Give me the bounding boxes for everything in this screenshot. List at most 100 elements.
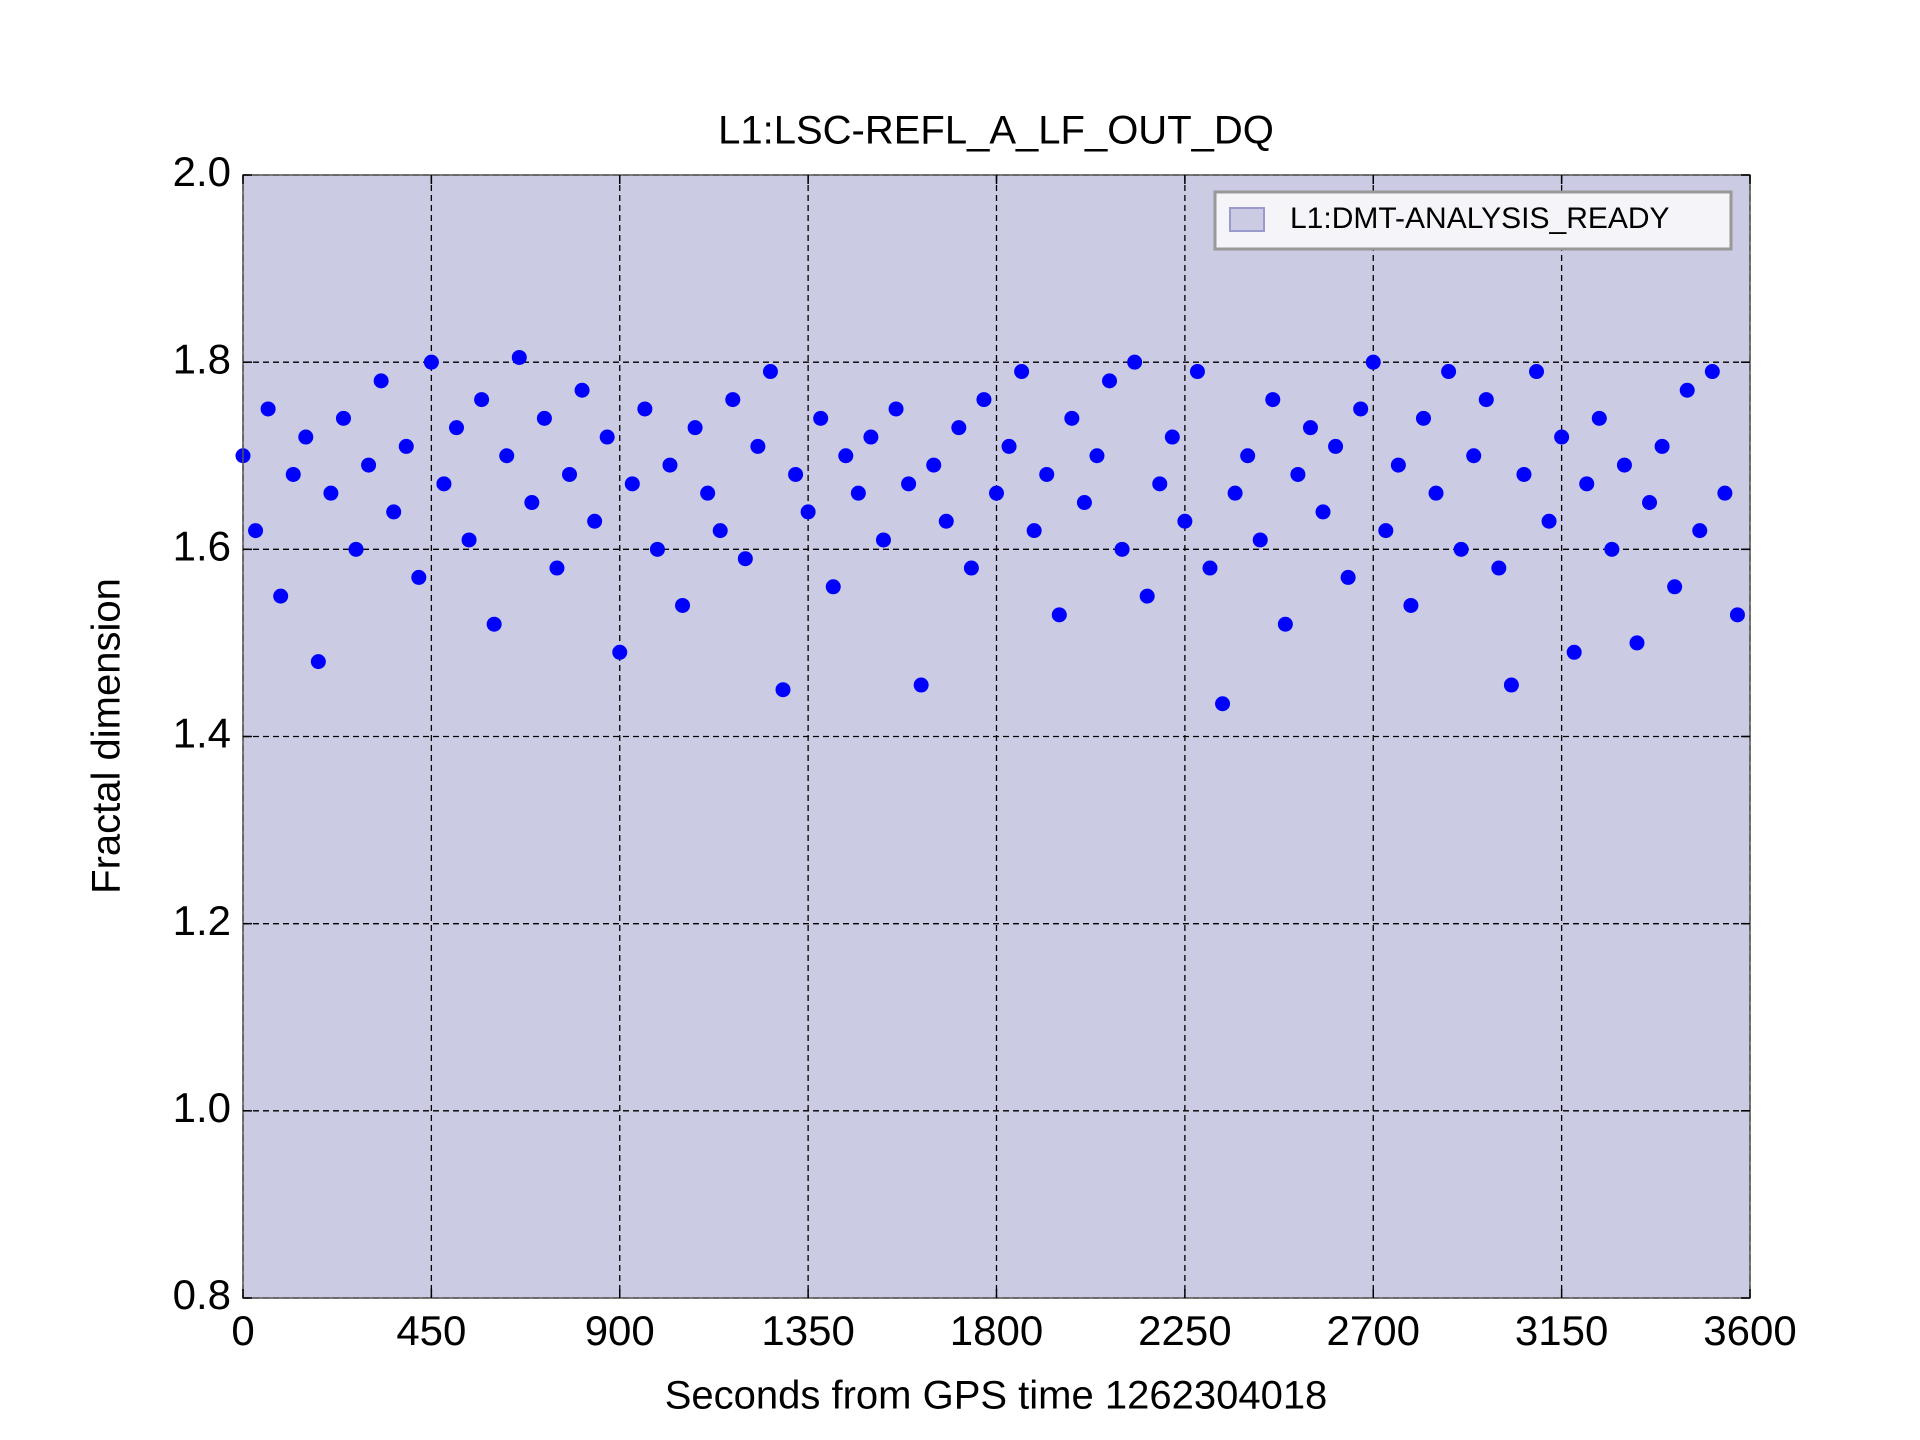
data-point <box>1353 401 1369 417</box>
data-point <box>1679 382 1695 398</box>
data-point <box>1365 354 1381 370</box>
data-point <box>1039 466 1055 482</box>
data-point <box>1478 392 1494 408</box>
data-point <box>901 476 917 492</box>
data-point <box>1177 513 1193 529</box>
y-tick-label: 0.8 <box>173 1271 231 1318</box>
data-point <box>574 382 590 398</box>
data-point <box>398 438 414 454</box>
data-point <box>260 401 276 417</box>
data-point <box>1453 541 1469 557</box>
data-point <box>838 448 854 464</box>
data-point <box>1215 696 1231 712</box>
data-point <box>1591 410 1607 426</box>
data-point <box>913 677 929 693</box>
data-point <box>599 429 615 445</box>
data-point <box>1616 457 1632 473</box>
data-point <box>562 466 578 482</box>
data-point <box>1516 466 1532 482</box>
x-tick-label: 2700 <box>1327 1307 1420 1354</box>
y-tick-label: 1.8 <box>173 335 231 382</box>
data-point <box>612 644 628 660</box>
data-point <box>951 420 967 436</box>
data-point <box>1302 420 1318 436</box>
data-point <box>863 429 879 445</box>
data-point <box>386 504 402 520</box>
data-point <box>788 466 804 482</box>
data-point <box>273 588 289 604</box>
data-point <box>1390 457 1406 473</box>
chart-title: L1:LSC-REFL_A_LF_OUT_DQ <box>718 109 1274 153</box>
x-tick-label: 1800 <box>950 1307 1043 1354</box>
data-point <box>1001 438 1017 454</box>
data-point <box>1629 635 1645 651</box>
data-point <box>1290 466 1306 482</box>
data-point <box>976 392 992 408</box>
data-point <box>1466 448 1482 464</box>
data-point <box>1051 607 1067 623</box>
data-point <box>1340 569 1356 585</box>
data-point <box>1265 392 1281 408</box>
data-point <box>850 485 866 501</box>
data-point <box>737 551 753 567</box>
data-point <box>750 438 766 454</box>
data-point <box>1378 523 1394 539</box>
data-point <box>1315 504 1331 520</box>
data-point <box>285 466 301 482</box>
data-point <box>1114 541 1130 557</box>
data-point <box>1491 560 1507 576</box>
data-point <box>825 579 841 595</box>
data-point <box>549 560 565 576</box>
data-point <box>1277 616 1293 632</box>
data-point <box>310 654 326 670</box>
legend-patch <box>1229 207 1265 232</box>
x-axis-label: Seconds from GPS time 1262304018 <box>665 1374 1328 1418</box>
y-tick-label: 1.4 <box>173 710 231 757</box>
data-point <box>323 485 339 501</box>
data-point <box>1026 523 1042 539</box>
data-point <box>1127 354 1143 370</box>
data-point <box>587 513 603 529</box>
data-point <box>348 541 364 557</box>
data-point <box>1704 364 1720 380</box>
data-point <box>511 349 527 365</box>
data-point <box>1164 429 1180 445</box>
data-point <box>712 523 728 539</box>
data-point <box>248 523 264 539</box>
data-point <box>423 354 439 370</box>
data-point <box>813 410 829 426</box>
data-point <box>1654 438 1670 454</box>
data-point <box>1441 364 1457 380</box>
data-point <box>649 541 665 557</box>
data-point <box>1089 448 1105 464</box>
data-point <box>637 401 653 417</box>
data-point <box>1692 523 1708 539</box>
data-point <box>1566 644 1582 660</box>
x-tick-label: 3150 <box>1515 1307 1608 1354</box>
data-point <box>725 392 741 408</box>
data-point <box>436 476 452 492</box>
data-point <box>775 682 791 698</box>
data-point <box>1328 438 1344 454</box>
data-point <box>624 476 640 492</box>
data-point <box>1189 364 1205 380</box>
data-point <box>474 392 490 408</box>
y-tick-label: 1.6 <box>173 522 231 569</box>
legend: L1:DMT-ANALYSIS_READY <box>1213 190 1733 251</box>
tick-layer: 0 450 900 1350 1800 2250 2700 3150 3600 0.8 1.0 1.2… <box>173 148 1797 1354</box>
data-point <box>461 532 477 548</box>
data-point <box>1717 485 1733 501</box>
data-point <box>1529 364 1545 380</box>
data-point <box>536 410 552 426</box>
data-point <box>298 429 314 445</box>
data-point <box>524 495 540 511</box>
data-point <box>1579 476 1595 492</box>
data-point <box>1554 429 1570 445</box>
x-tick-label: 1350 <box>761 1307 854 1354</box>
data-point <box>1139 588 1155 604</box>
data-point <box>1014 364 1030 380</box>
y-tick-label: 2.0 <box>173 148 231 195</box>
data-point <box>762 364 778 380</box>
data-point <box>373 373 389 389</box>
